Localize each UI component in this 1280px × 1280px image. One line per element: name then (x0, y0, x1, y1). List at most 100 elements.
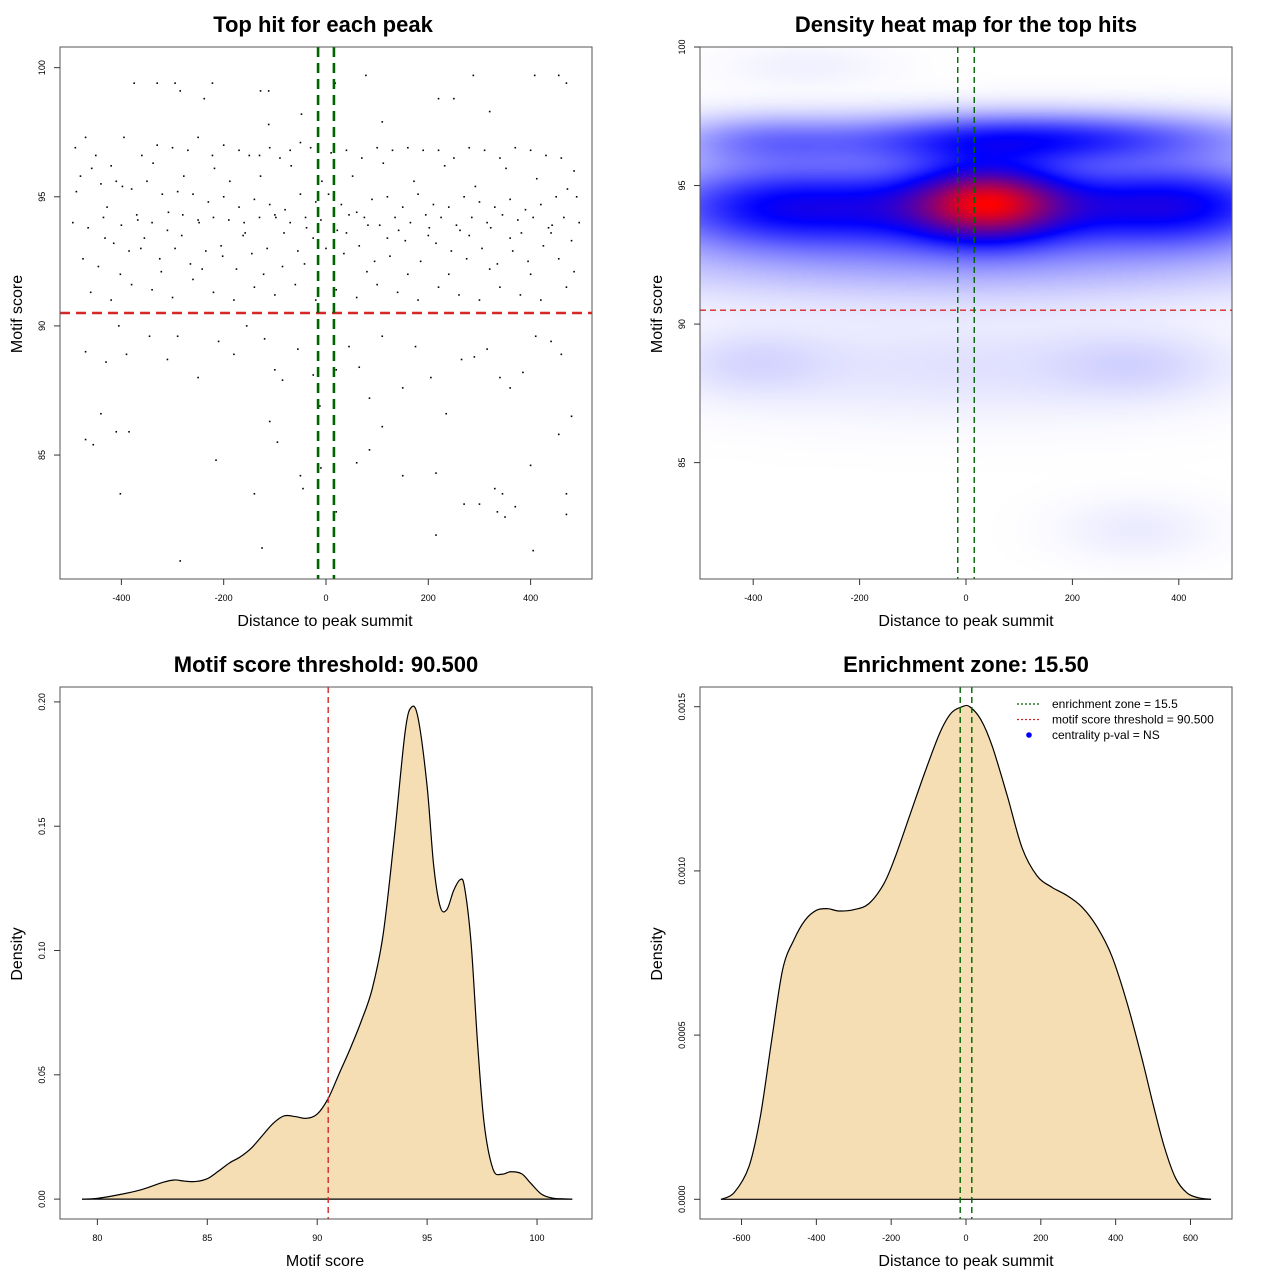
scatter-point (465, 257, 468, 260)
x-axis-label: Distance to peak summit (237, 613, 413, 630)
scatter-point (217, 340, 220, 343)
scatter-point (382, 162, 385, 165)
scatter-point (222, 195, 225, 198)
scatter-point (212, 291, 215, 294)
scatter-point (253, 492, 256, 495)
scatter-point (529, 273, 532, 276)
scatter-point (376, 146, 378, 149)
x-axis-label: Distance to peak summit (878, 613, 1054, 630)
scatter-point (146, 180, 148, 183)
scatter-point (450, 250, 453, 252)
scatter-point (233, 353, 235, 356)
scatter-point (314, 201, 317, 203)
scatter-point (167, 211, 170, 214)
y-tick-label: 0.0000 (677, 1186, 687, 1214)
scatter-point (545, 154, 547, 157)
scatter-point (220, 245, 222, 247)
scatter-point (474, 185, 477, 188)
scatter-point (401, 474, 404, 477)
scatter-point (432, 203, 435, 206)
scatter-point (501, 492, 504, 495)
x-tick-label: -200 (215, 593, 233, 603)
scatter-point (110, 299, 112, 301)
scatter-point (187, 149, 189, 152)
scatter-point (563, 216, 565, 219)
x-tick-label: -400 (807, 1233, 825, 1243)
scatter-point (397, 229, 400, 232)
scatter-point (314, 299, 317, 301)
scatter-point (112, 242, 115, 245)
scatter-point (373, 260, 376, 263)
scatter-point (499, 157, 501, 159)
y-axis-label: Motif score (9, 275, 26, 353)
scatter-point (156, 144, 158, 146)
scatter-point (483, 149, 486, 152)
x-tick-label: 0 (323, 593, 328, 603)
scatter-point (197, 376, 199, 379)
x-tick-label: 200 (421, 593, 436, 603)
scatter-point (95, 154, 97, 157)
plot-content (720, 687, 1212, 1219)
scatter-point (414, 345, 417, 348)
scatter-point (494, 206, 496, 208)
scatter-point (274, 294, 276, 296)
plot-area: 80 85 90 95 100 0.00 0.05 0.10 0.15 0.20 (37, 686, 593, 1243)
scatter-point (135, 214, 138, 216)
scatter-point (189, 263, 192, 265)
x-tick-label: 85 (202, 1233, 212, 1243)
x-tick-label: 0 (963, 593, 968, 603)
x-tick-label: 0 (963, 1233, 968, 1243)
scatter-point (565, 286, 568, 288)
y-tick-label: 100 (677, 39, 687, 54)
scatter-point (143, 237, 146, 239)
scatter-point (422, 149, 424, 152)
scatter-point (381, 335, 384, 338)
scatter-point (424, 214, 427, 216)
scatter-point (115, 180, 118, 183)
scatter-point (447, 273, 450, 276)
plot-frame (59, 686, 593, 1220)
scatter-point (578, 221, 581, 224)
scatter-point (90, 167, 93, 170)
scatter-point (488, 268, 491, 270)
scatter-point (120, 224, 123, 226)
scatter-point (259, 175, 262, 177)
scatter-point (468, 234, 471, 237)
scatter-point (532, 549, 534, 552)
scatter-point (174, 247, 176, 250)
scatter-point (222, 144, 225, 146)
scatter-point (299, 474, 302, 477)
scatter-point (367, 224, 369, 226)
y-tick-label: 0.05 (37, 1066, 47, 1084)
scatter-point (494, 487, 496, 490)
scatter-point (396, 291, 399, 294)
scatter-point (84, 136, 87, 139)
scatter-point (542, 245, 545, 247)
x-tick-label: 600 (1183, 1233, 1198, 1243)
scatter-point (453, 97, 455, 100)
legend-dot-icon (1026, 732, 1032, 738)
scatter-point (299, 141, 302, 144)
scatter-point (386, 195, 389, 198)
scatter-point (440, 216, 442, 219)
scatter-point (534, 335, 537, 338)
scatter-point (171, 296, 174, 299)
scatter-point (268, 146, 271, 149)
scatter-point (565, 492, 568, 495)
scatter-point (389, 255, 391, 257)
x-tick-label: -400 (744, 593, 762, 603)
scatter-point (496, 511, 499, 513)
scatter-point (529, 149, 532, 152)
scatter-point (489, 226, 492, 229)
scatter-point (499, 376, 501, 379)
scatter-point (197, 219, 199, 221)
scatter-point (381, 425, 384, 428)
scatter-point (284, 208, 286, 211)
scatter-point (242, 234, 244, 237)
legend-label: motif score threshold = 90.500 (1052, 713, 1214, 727)
scatter-point (74, 146, 77, 149)
scatter-point (404, 239, 407, 242)
scatter-point (540, 203, 542, 206)
scatter-point (501, 214, 504, 216)
